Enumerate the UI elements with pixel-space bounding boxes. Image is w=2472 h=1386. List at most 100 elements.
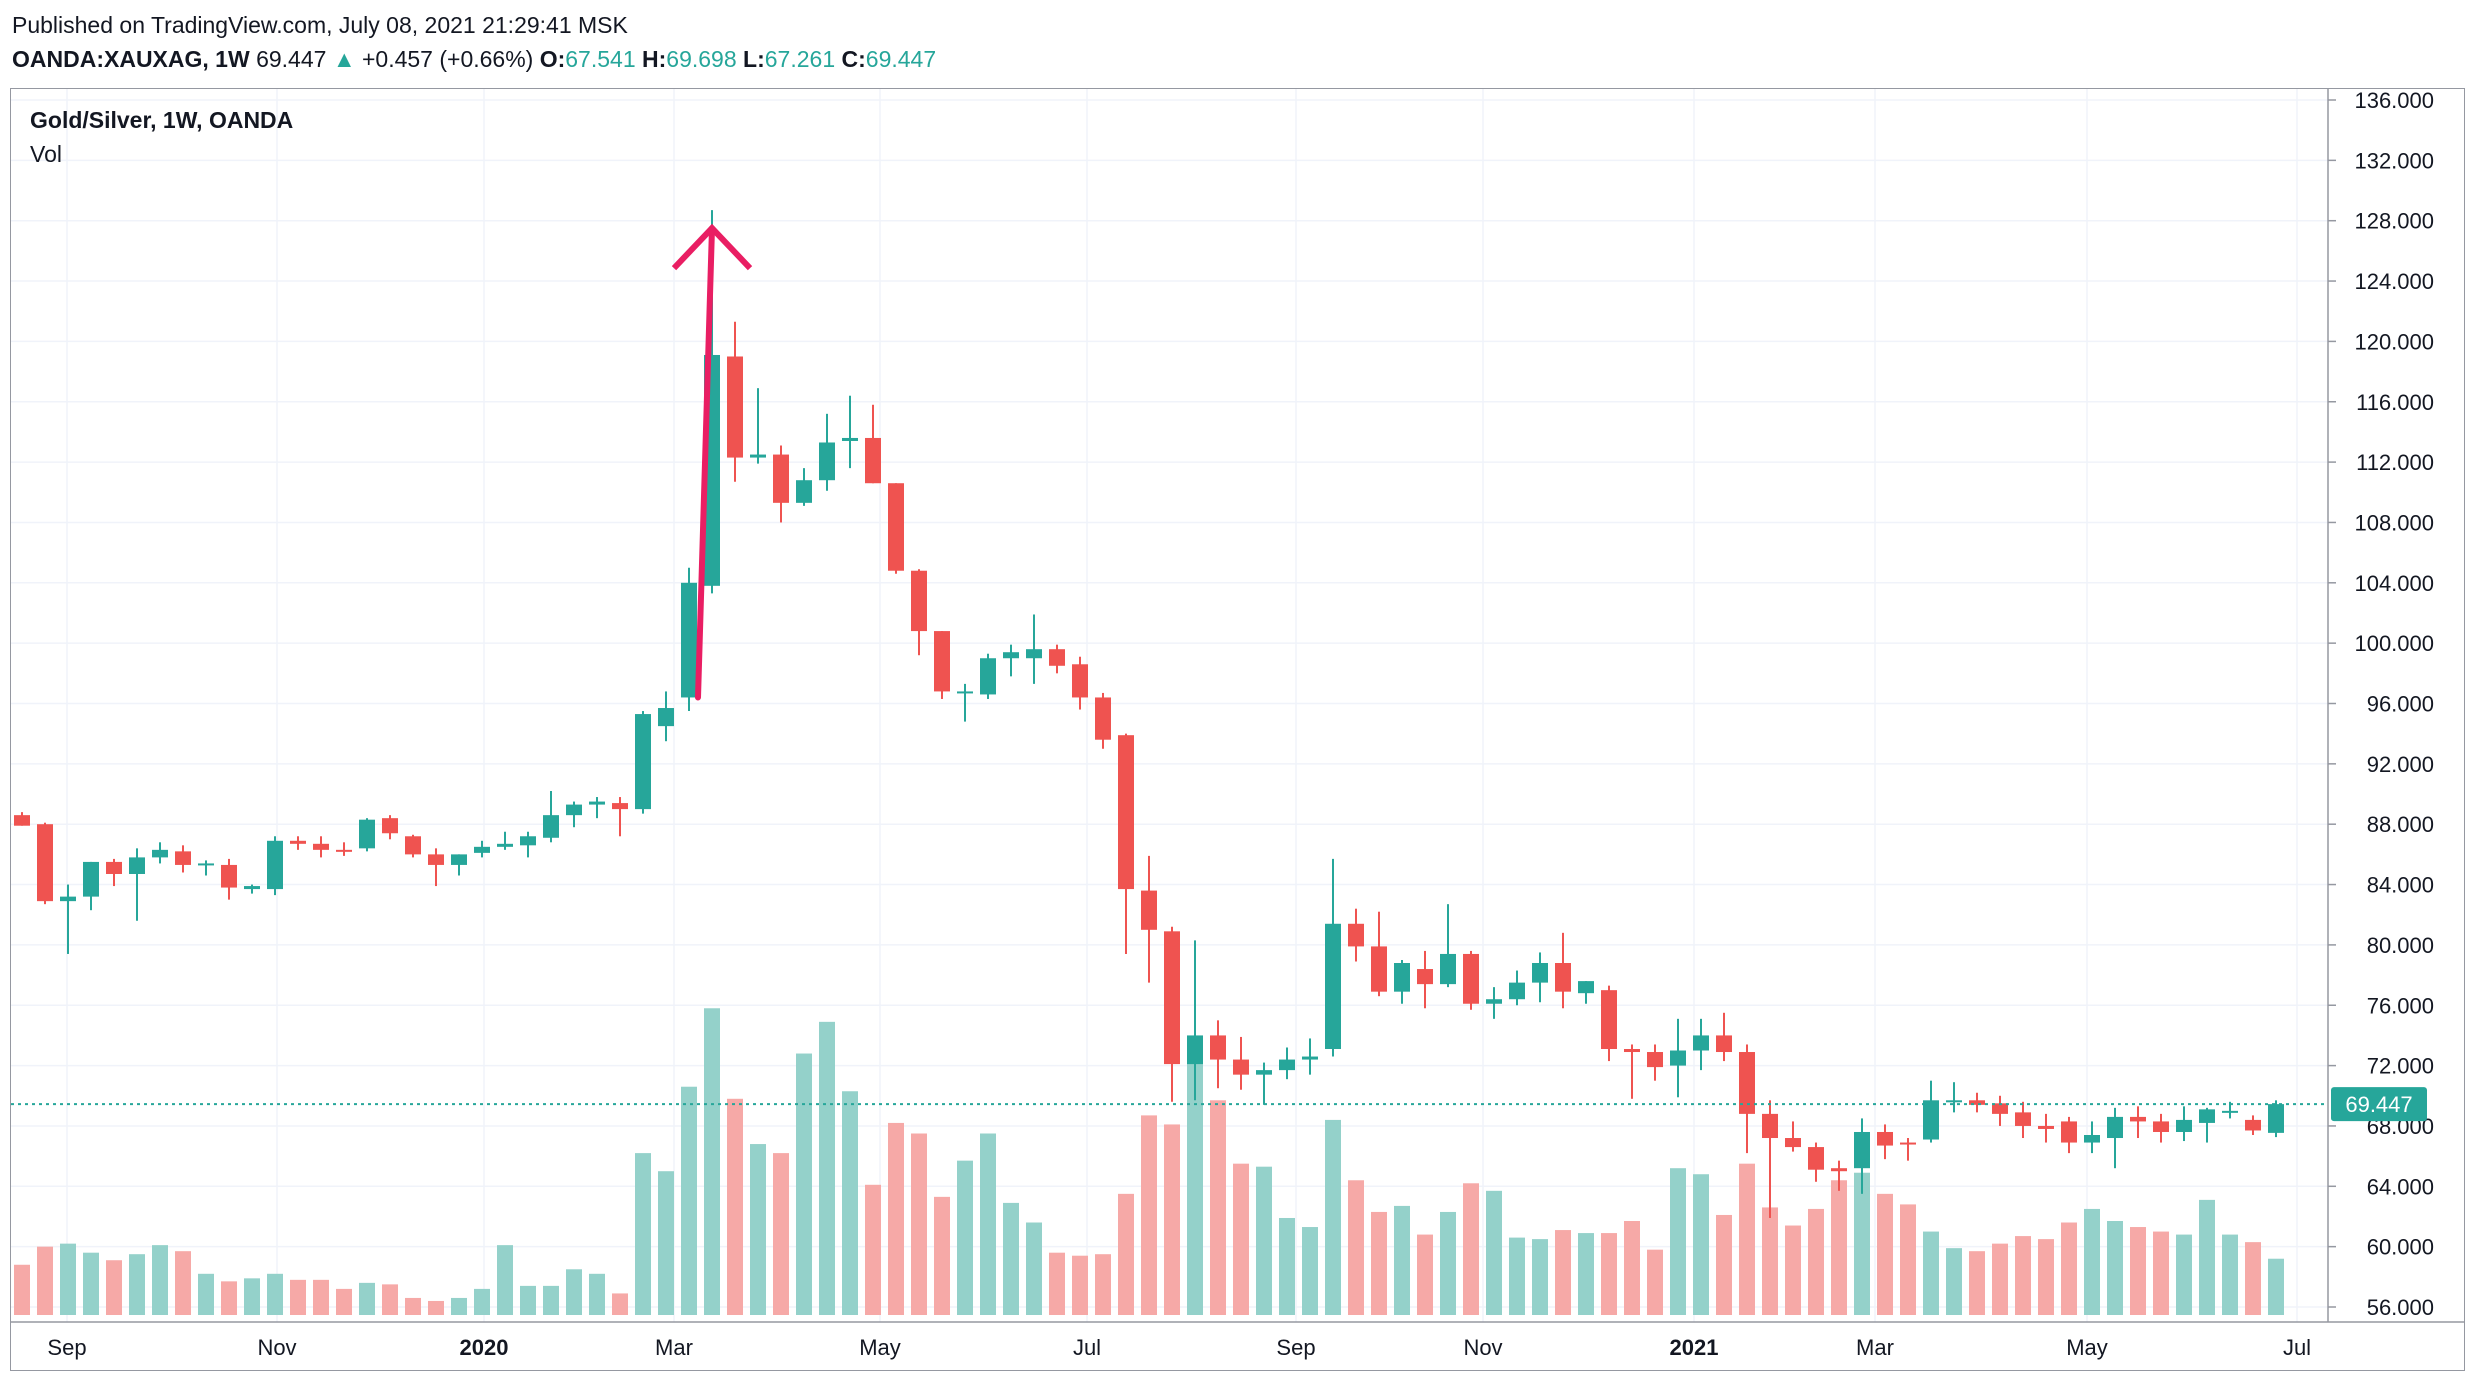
candle[interactable] xyxy=(520,831,536,858)
candle[interactable] xyxy=(2268,1100,2284,1138)
candle[interactable] xyxy=(1877,1124,1893,1160)
candle[interactable] xyxy=(129,848,145,921)
candle[interactable] xyxy=(1279,1047,1295,1080)
candle[interactable] xyxy=(1440,904,1456,988)
candle[interactable] xyxy=(1049,644,1065,674)
candle[interactable] xyxy=(773,445,789,523)
candle[interactable] xyxy=(1417,950,1433,1009)
candle[interactable] xyxy=(750,388,766,464)
candle[interactable] xyxy=(1647,1044,1663,1081)
candle[interactable] xyxy=(2038,1113,2054,1143)
candle[interactable] xyxy=(451,854,467,876)
candle[interactable] xyxy=(796,468,812,506)
candle[interactable] xyxy=(1808,1142,1824,1182)
candle[interactable] xyxy=(2199,1107,2215,1143)
candle[interactable] xyxy=(1624,1044,1640,1099)
candle[interactable] xyxy=(37,822,53,905)
candle[interactable] xyxy=(267,836,283,896)
candle[interactable] xyxy=(1555,932,1571,1009)
candle[interactable] xyxy=(727,321,743,482)
candle[interactable] xyxy=(980,653,996,699)
candle[interactable] xyxy=(2153,1113,2169,1143)
candle[interactable] xyxy=(1003,644,1019,677)
candle[interactable] xyxy=(842,395,858,469)
time-axis[interactable]: Sep Nov 2020 Mar May Jul Sep Nov 2021 Mar May Jul xyxy=(47,1335,2311,1360)
candle[interactable] xyxy=(405,834,421,858)
candle[interactable] xyxy=(566,801,582,828)
candle[interactable] xyxy=(14,812,30,826)
candle[interactable] xyxy=(1026,614,1042,684)
candle[interactable] xyxy=(1371,911,1387,997)
candle[interactable] xyxy=(1900,1138,1916,1161)
candle[interactable] xyxy=(1210,1020,1226,1089)
candle[interactable] xyxy=(1118,733,1134,954)
price-axis[interactable]: 136.000 132.000 128.000 124.000 120.000 116.0… xyxy=(2328,88,2434,1320)
candle[interactable] xyxy=(106,858,122,887)
candle[interactable] xyxy=(1187,940,1203,1101)
candle[interactable] xyxy=(681,567,697,712)
candle[interactable] xyxy=(1601,985,1617,1062)
candle[interactable] xyxy=(612,797,628,837)
candle[interactable] xyxy=(1946,1082,1962,1113)
candle[interactable] xyxy=(1141,855,1157,983)
candle[interactable] xyxy=(543,791,559,843)
candle[interactable] xyxy=(1486,987,1502,1019)
candle[interactable] xyxy=(382,815,398,840)
candle[interactable] xyxy=(221,858,237,900)
candle[interactable] xyxy=(2176,1106,2192,1142)
candle[interactable] xyxy=(290,836,306,850)
candle[interactable] xyxy=(934,631,950,699)
candle[interactable] xyxy=(1716,1012,1732,1062)
candle[interactable] xyxy=(1394,959,1410,1004)
candle[interactable] xyxy=(589,797,605,819)
candle[interactable] xyxy=(1670,1018,1686,1098)
candle[interactable] xyxy=(1233,1036,1249,1090)
candle[interactable] xyxy=(474,840,490,858)
candle[interactable] xyxy=(497,831,513,850)
candle[interactable] xyxy=(2084,1121,2100,1154)
candle[interactable] xyxy=(175,845,191,873)
candle[interactable] xyxy=(1969,1092,1985,1113)
candle[interactable] xyxy=(1992,1095,2008,1126)
candle[interactable] xyxy=(1072,656,1088,710)
candle[interactable] xyxy=(2107,1107,2123,1169)
candle[interactable] xyxy=(336,842,352,856)
candle[interactable] xyxy=(1831,1160,1847,1191)
candle[interactable] xyxy=(83,861,99,911)
candle[interactable] xyxy=(1532,952,1548,1003)
candle[interactable] xyxy=(1578,981,1594,1004)
candle[interactable] xyxy=(152,842,168,864)
candle[interactable] xyxy=(1095,692,1111,749)
candle[interactable] xyxy=(313,836,329,858)
candle[interactable] xyxy=(1302,1038,1318,1075)
candle[interactable] xyxy=(1693,1018,1709,1071)
candle[interactable] xyxy=(1762,1100,1778,1218)
candle[interactable] xyxy=(1739,1044,1755,1154)
candle[interactable] xyxy=(1785,1121,1801,1152)
candle[interactable] xyxy=(1854,1118,1870,1194)
candle[interactable] xyxy=(1164,926,1180,1102)
candle[interactable] xyxy=(819,413,835,491)
candle[interactable] xyxy=(888,483,904,574)
candle[interactable] xyxy=(2015,1101,2031,1139)
candle[interactable] xyxy=(428,848,444,887)
candle[interactable] xyxy=(1256,1062,1272,1105)
candle[interactable] xyxy=(2245,1115,2261,1136)
candle[interactable] xyxy=(635,711,651,814)
candle[interactable] xyxy=(957,683,973,722)
candle[interactable] xyxy=(1923,1080,1939,1143)
candle[interactable] xyxy=(60,884,76,954)
candle[interactable] xyxy=(244,884,260,894)
candle[interactable] xyxy=(359,818,375,852)
candle[interactable] xyxy=(911,569,927,656)
candle[interactable] xyxy=(2061,1116,2077,1154)
candle[interactable] xyxy=(658,691,674,742)
candle[interactable] xyxy=(1325,858,1341,1057)
candle[interactable] xyxy=(198,860,214,876)
candle[interactable] xyxy=(1509,970,1525,1006)
candle[interactable] xyxy=(865,404,881,484)
candle[interactable] xyxy=(2130,1106,2146,1139)
candle[interactable] xyxy=(1463,950,1479,1010)
candle[interactable] xyxy=(1348,908,1364,962)
